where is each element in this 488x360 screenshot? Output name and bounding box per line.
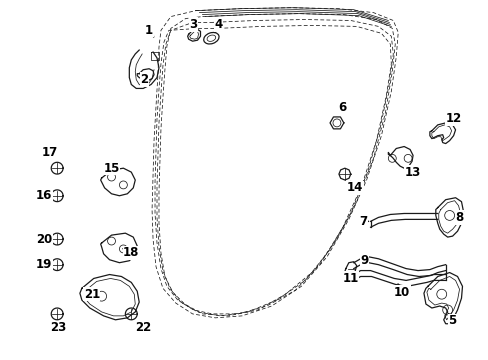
Text: 17: 17	[42, 146, 58, 159]
Text: 2: 2	[140, 73, 148, 86]
Text: 16: 16	[36, 189, 52, 202]
Text: 23: 23	[50, 321, 66, 334]
Text: 3: 3	[189, 18, 197, 31]
Text: 8: 8	[454, 211, 463, 224]
Text: 12: 12	[445, 112, 461, 125]
Text: 21: 21	[83, 288, 100, 301]
Text: 9: 9	[360, 254, 368, 267]
Text: 10: 10	[393, 286, 409, 299]
Text: 6: 6	[337, 101, 346, 114]
Text: 5: 5	[447, 314, 456, 327]
Text: 4: 4	[214, 18, 222, 31]
Text: 18: 18	[123, 246, 139, 259]
Text: 20: 20	[36, 233, 52, 246]
Text: 15: 15	[103, 162, 120, 175]
Text: 13: 13	[404, 166, 420, 179]
Text: 7: 7	[359, 215, 367, 228]
Text: 14: 14	[346, 181, 362, 194]
Text: 22: 22	[135, 321, 151, 334]
Text: 11: 11	[342, 272, 358, 285]
Text: 1: 1	[145, 24, 153, 37]
Text: 19: 19	[36, 258, 52, 271]
